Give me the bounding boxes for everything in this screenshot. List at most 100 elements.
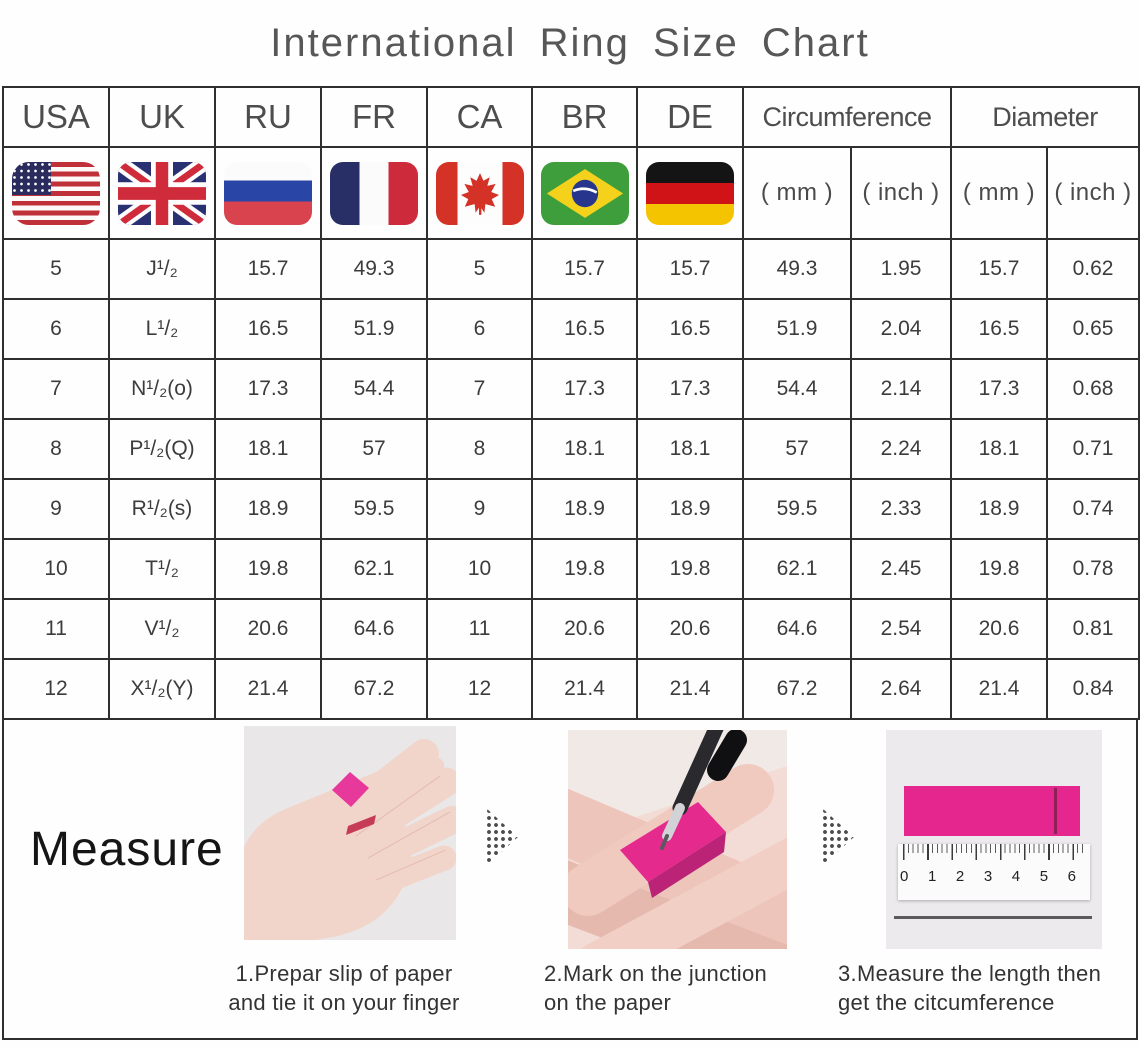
cell-fr: 67.2 xyxy=(320,658,428,720)
cell-usa: 7 xyxy=(2,358,110,420)
step3-ruler-photo: 0 1 2 3 4 5 6 xyxy=(886,730,1102,949)
cell-dia-mm: 18.9 xyxy=(950,478,1048,540)
cell-ca: 9 xyxy=(426,478,533,540)
table-row: 9 R¹/₂(s) 18.9 59.5 9 18.9 18.9 59.5 2.3… xyxy=(2,478,1140,540)
cell-uk: N¹/₂(o) xyxy=(108,358,216,420)
flag-row: ( mm ) ( inch ) ( mm ) ( inch ) xyxy=(2,146,1140,240)
table-row: 10 T¹/₂ 19.8 62.1 10 19.8 19.8 62.1 2.45… xyxy=(2,538,1140,600)
cell-fr: 62.1 xyxy=(320,538,428,600)
step2-caption-line1: 2.Mark on the junction xyxy=(544,961,768,986)
ruler-number: 5 xyxy=(1039,868,1049,885)
usa-flag-cell xyxy=(2,146,110,240)
cell-circ-inch: 1.95 xyxy=(850,238,952,300)
cell-uk: J¹/₂ xyxy=(108,238,216,300)
cell-circ-inch: 2.54 xyxy=(850,598,952,660)
cell-ru: 21.4 xyxy=(214,658,322,720)
step1-caption-line2: and tie it on your finger xyxy=(228,989,460,1015)
ruler-number: 0 xyxy=(900,868,909,885)
cell-br: 20.6 xyxy=(531,598,638,660)
canada-flag-icon xyxy=(435,161,524,225)
cell-uk: V¹/₂ xyxy=(108,598,216,660)
diameter-inch-unit: ( inch ) xyxy=(1046,146,1140,240)
ruler-number: 6 xyxy=(1067,868,1076,885)
cell-ca: 11 xyxy=(426,598,533,660)
circumference-inch-unit: ( inch ) xyxy=(850,146,952,240)
cell-fr: 49.3 xyxy=(320,238,428,300)
table-row: 12 X¹/₂(Y) 21.4 67.2 12 21.4 21.4 67.2 2… xyxy=(2,658,1140,720)
cell-br: 19.8 xyxy=(531,538,638,600)
cell-de: 18.1 xyxy=(636,418,744,480)
cell-de: 18.9 xyxy=(636,478,744,540)
cell-uk: L¹/₂ xyxy=(108,298,216,360)
canada-flag-cell xyxy=(426,146,533,240)
ruler-number: 3 xyxy=(983,868,993,885)
diameter-mm-unit: ( mm ) xyxy=(950,146,1048,240)
cell-usa: 5 xyxy=(2,238,110,300)
cell-ca: 10 xyxy=(426,538,533,600)
cell-ru: 16.5 xyxy=(214,298,322,360)
cell-de: 17.3 xyxy=(636,358,744,420)
cell-dia-mm: 16.5 xyxy=(950,298,1048,360)
cell-ru: 18.1 xyxy=(214,418,322,480)
paper-strip xyxy=(904,786,1080,836)
cell-usa: 8 xyxy=(2,418,110,480)
step2-caption-line2: on the paper xyxy=(544,989,672,1015)
cell-usa: 11 xyxy=(2,598,110,660)
step1-caption: 1.Prepar slip of paper and tie it on you… xyxy=(176,960,512,1017)
ruler-numbers: 0 1 2 3 4 5 6 xyxy=(900,868,1076,885)
cell-dia-inch: 0.65 xyxy=(1046,298,1140,360)
france-flag-cell xyxy=(320,146,428,240)
cell-circ-mm: 67.2 xyxy=(742,658,852,720)
col-header-diameter: Diameter xyxy=(950,86,1140,148)
cell-circ-mm: 59.5 xyxy=(742,478,852,540)
russia-flag-icon xyxy=(224,161,312,225)
arrow-right-icon xyxy=(822,808,854,866)
germany-flag-cell xyxy=(636,146,744,240)
cell-circ-inch: 2.33 xyxy=(850,478,952,540)
table-row: 6 L¹/₂ 16.5 51.9 6 16.5 16.5 51.9 2.04 1… xyxy=(2,298,1140,360)
cell-circ-inch: 2.04 xyxy=(850,298,952,360)
brazil-flag-cell xyxy=(531,146,638,240)
cell-circ-mm: 49.3 xyxy=(742,238,852,300)
circumference-mm-unit: ( mm ) xyxy=(742,146,852,240)
step3-caption-line2: get the citcumference xyxy=(838,989,1055,1015)
cell-de: 20.6 xyxy=(636,598,744,660)
col-header-ru: RU xyxy=(214,86,322,148)
cell-ca: 6 xyxy=(426,298,533,360)
cell-uk: T¹/₂ xyxy=(108,538,216,600)
brazil-flag-icon xyxy=(540,161,629,225)
table-row: 7 N¹/₂(o) 17.3 54.4 7 17.3 17.3 54.4 2.1… xyxy=(2,358,1140,420)
cell-usa: 6 xyxy=(2,298,110,360)
usa-flag-icon xyxy=(12,161,100,225)
measure-heading: Measure xyxy=(30,823,224,876)
col-header-de: DE xyxy=(636,86,744,148)
table-row: 5 J¹/₂ 15.7 49.3 5 15.7 15.7 49.3 1.95 1… xyxy=(2,238,1140,300)
table-row: 11 V¹/₂ 20.6 64.6 11 20.6 20.6 64.6 2.54… xyxy=(2,598,1140,660)
col-header-usa: USA xyxy=(2,86,110,148)
uk-flag-icon xyxy=(118,161,206,225)
cell-dia-mm: 18.1 xyxy=(950,418,1048,480)
cell-fr: 51.9 xyxy=(320,298,428,360)
cell-circ-inch: 2.45 xyxy=(850,538,952,600)
cell-fr: 59.5 xyxy=(320,478,428,540)
cell-circ-mm: 54.4 xyxy=(742,358,852,420)
cell-dia-mm: 17.3 xyxy=(950,358,1048,420)
ruler-number: 4 xyxy=(1011,868,1021,885)
ruler: 0 1 2 3 4 5 6 xyxy=(898,844,1090,900)
cell-circ-inch: 2.14 xyxy=(850,358,952,420)
cell-dia-inch: 0.78 xyxy=(1046,538,1140,600)
cell-dia-mm: 15.7 xyxy=(950,238,1048,300)
cell-fr: 54.4 xyxy=(320,358,428,420)
cell-uk: R¹/₂(s) xyxy=(108,478,216,540)
france-flag-icon xyxy=(330,161,418,225)
measure-section: Measure xyxy=(2,720,1138,1040)
cell-circ-inch: 2.24 xyxy=(850,418,952,480)
step3-caption-line1: 3.Measure the length then xyxy=(838,961,1102,986)
cell-br: 21.4 xyxy=(531,658,638,720)
cell-de: 19.8 xyxy=(636,538,744,600)
cell-ru: 20.6 xyxy=(214,598,322,660)
cell-circ-mm: 64.6 xyxy=(742,598,852,660)
col-header-fr: FR xyxy=(320,86,428,148)
cell-ru: 18.9 xyxy=(214,478,322,540)
